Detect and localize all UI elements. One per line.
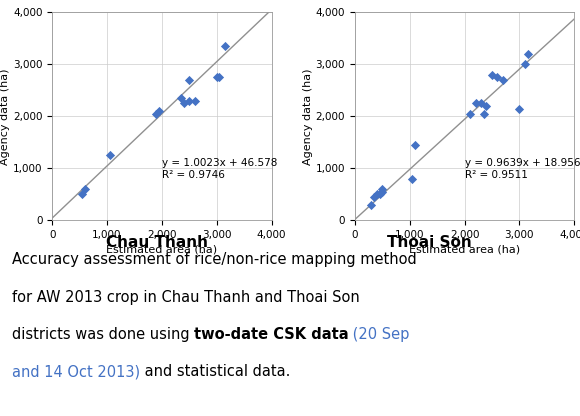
Point (479, 111, 488, 117)
Y-axis label: Agency data (ha): Agency data (ha) (0, 68, 10, 165)
Text: Thoai Son: Thoai Son (387, 235, 472, 250)
Point (487, 72, 496, 78)
Point (408, 176, 417, 182)
Point (212, 74, 222, 81)
Point (369, 194, 379, 201)
Point (476, 100, 485, 107)
Y-axis label: Agency data (ha): Agency data (ha) (303, 68, 313, 165)
Point (179, 100, 188, 107)
Point (411, 142, 420, 149)
X-axis label: Estimated area (ha): Estimated area (ha) (409, 244, 520, 254)
Point (220, 43, 230, 50)
Point (105, 152, 114, 159)
Point (465, 111, 474, 117)
Point (520, 61, 530, 68)
Point (493, 74, 502, 81)
Point (190, 97, 200, 104)
X-axis label: Estimated area (ha): Estimated area (ha) (106, 244, 218, 254)
Text: two-date CSK data: two-date CSK data (194, 327, 349, 342)
Text: y = 1.0023x + 46.578
R² = 0.9746: y = 1.0023x + 46.578 R² = 0.9746 (162, 158, 277, 180)
Point (372, 191, 382, 198)
Point (498, 77, 508, 83)
Point (184, 77, 194, 83)
Point (375, 191, 384, 198)
Point (482, 103, 491, 109)
Text: and statistical data.: and statistical data. (140, 364, 290, 379)
Point (176, 95, 186, 102)
Text: Accuracy assessment of rice/non-rice mapping method: Accuracy assessment of rice/non-rice map… (12, 252, 416, 267)
Point (154, 108, 164, 115)
Point (152, 111, 161, 117)
Point (215, 74, 224, 81)
Point (514, 105, 524, 112)
Text: y = 0.9639x + 18.956
R² = 0.9511: y = 0.9639x + 18.956 R² = 0.9511 (465, 158, 580, 180)
Text: (20 Sep: (20 Sep (349, 327, 410, 342)
Text: and 14 Oct 2013): and 14 Oct 2013) (12, 364, 140, 379)
Text: for AW 2013 crop in Chau Thanh and Thoai Son: for AW 2013 crop in Chau Thanh and Thoai… (12, 290, 360, 305)
Point (378, 188, 387, 195)
Text: districts was done using: districts was done using (12, 327, 194, 342)
Point (78, 191, 87, 198)
Point (184, 97, 194, 104)
Point (81, 186, 90, 193)
Point (471, 100, 480, 107)
Point (523, 51, 532, 57)
Point (378, 186, 387, 193)
Text: Chau Thanh: Chau Thanh (106, 235, 208, 250)
Point (367, 202, 376, 208)
